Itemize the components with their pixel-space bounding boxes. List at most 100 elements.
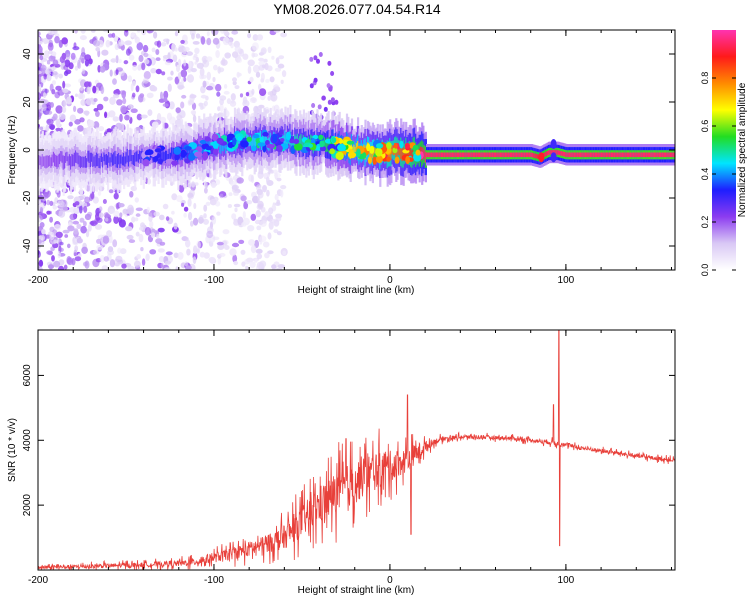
spectrogram-speckle: [84, 213, 92, 221]
spectrogram-speckle: [215, 50, 220, 58]
spectrogram-speckle: [46, 118, 54, 126]
spectrogram-cell: [113, 152, 116, 166]
spectrogram-speckle: [95, 110, 100, 117]
spectrogram-speckle: [264, 211, 270, 218]
spectrogram-speckle: [46, 210, 51, 215]
spectrogram-speckle: [143, 52, 149, 58]
spectrogram-cell: [57, 154, 60, 168]
spectrogram-cell: [605, 152, 608, 158]
spectrogram-cell: [161, 152, 164, 165]
spectrogram-cell: [513, 152, 516, 158]
colorbar-ticks: 0.0 0.2 0.4 0.6 0.8: [700, 72, 736, 277]
spectrogram-speckle: [95, 47, 100, 52]
spectrogram-cell: [168, 148, 171, 161]
spectrogram-speckle: [58, 210, 66, 218]
spectrogram-speckle: [176, 64, 180, 72]
spectrogram-speckle: [39, 211, 45, 221]
spectrogram-cell: [644, 152, 647, 158]
spectrogram-speckle: [153, 211, 160, 217]
spectrogram-blob: [212, 140, 219, 150]
spectrogram-cell: [353, 144, 356, 154]
spectrogram-speckle: [47, 30, 54, 36]
spectrogram-cell: [451, 152, 455, 158]
spectrogram-cell: [645, 152, 648, 158]
spectrogram-cell: [219, 139, 222, 153]
spectrogram-speckle: [229, 100, 237, 107]
spectrogram-cell: [73, 152, 76, 167]
spectrogram-speckle: [122, 97, 127, 105]
spectrogram-speckle: [259, 220, 267, 228]
spectrogram-cell: [556, 150, 559, 155]
spectrogram-cell: [565, 152, 568, 157]
spectrogram-speckle: [41, 229, 46, 235]
spectrogram-speckle: [259, 88, 267, 96]
spectrogram-cell: [167, 154, 170, 164]
spectrogram-speckle: [206, 230, 214, 239]
spectrogram-cell: [523, 152, 526, 158]
spectrogram-speckle: [144, 226, 151, 236]
spectrogram-speckle: [219, 103, 224, 113]
colorbar-tick-label: 0.0: [700, 264, 710, 277]
spectrogram-speckle: [76, 237, 83, 244]
spectrogram-speckle: [148, 212, 153, 217]
spectrogram-speckle: [195, 33, 201, 39]
spectrogram-speckle: [63, 65, 69, 71]
spectrogram-speckle: [149, 84, 156, 92]
spectrogram-speckle: [224, 52, 231, 59]
spectrogram-speckle: [266, 180, 274, 186]
spectrogram-blob: [331, 137, 337, 144]
spectrogram-speckle: [93, 40, 101, 47]
spectrogram-cell: [67, 156, 70, 166]
spectrogram-blob: [376, 143, 384, 149]
spectrogram-speckle: [43, 189, 51, 198]
spectrogram-speckle: [274, 202, 281, 206]
spectrogram-speckle: [187, 68, 192, 73]
spectrogram-speckle: [247, 33, 252, 39]
spectrogram-cell: [474, 152, 477, 158]
spectrogram-speckle: [160, 42, 167, 47]
spectrogram-speckle: [38, 200, 41, 205]
spectrogram-speckle: [77, 125, 84, 132]
spectrogram-cell: [118, 152, 121, 165]
spectrogram-speckle: [245, 265, 249, 270]
spectrogram-speckle: [234, 45, 241, 53]
spectrogram-cell: [662, 152, 665, 158]
spectrogram-speckle: [192, 256, 197, 264]
spectrogram-blob: [259, 136, 264, 143]
spectrogram-speckle: [38, 62, 43, 67]
spectrogram-cell: [55, 154, 58, 167]
spectrogram-cell: [89, 152, 92, 168]
spectrogram-speckle: [327, 60, 332, 66]
spectrogram-speckle: [258, 52, 264, 56]
spectrogram-speckle: [262, 241, 270, 248]
spectrogram-speckle: [245, 92, 250, 97]
spectrogram-cell: [666, 152, 669, 158]
spectrogram-cell: [396, 144, 399, 157]
spectrogram-speckle: [232, 51, 239, 58]
spectrogram-speckle: [205, 201, 211, 206]
spectrogram-cell: [76, 152, 79, 164]
spectrogram-speckle: [55, 105, 63, 114]
spectrogram-speckle: [282, 250, 287, 256]
spectrogram-speckle: [38, 76, 42, 84]
spectrogram-cell: [423, 149, 426, 159]
spectrogram-cell: [50, 157, 53, 168]
spectrogram-blob: [153, 156, 159, 162]
colorbar-tick-label: 0.6: [700, 120, 710, 133]
spectrogram-blob: [232, 137, 237, 146]
snr-ticks: -200 -100 0 100 2000 4000 6000: [22, 330, 675, 586]
spectrogram-speckle: [39, 126, 44, 131]
spectrogram-speckle: [218, 67, 225, 73]
spectrogram-cell: [514, 152, 517, 158]
spectrogram-speckle: [127, 204, 134, 213]
spectrogram-speckle: [313, 55, 318, 61]
spectrogram-speckle: [328, 86, 333, 92]
spectrogram-cell: [640, 152, 643, 158]
spectrogram-speckle: [88, 223, 92, 232]
spectrogram-speckle: [203, 213, 207, 219]
spectrogram-speckle: [107, 246, 114, 253]
spectrogram-blob: [266, 144, 276, 149]
spectrogram-cell: [525, 152, 528, 158]
spectrogram-cell: [251, 138, 254, 148]
spectrogram-cell: [439, 152, 442, 158]
